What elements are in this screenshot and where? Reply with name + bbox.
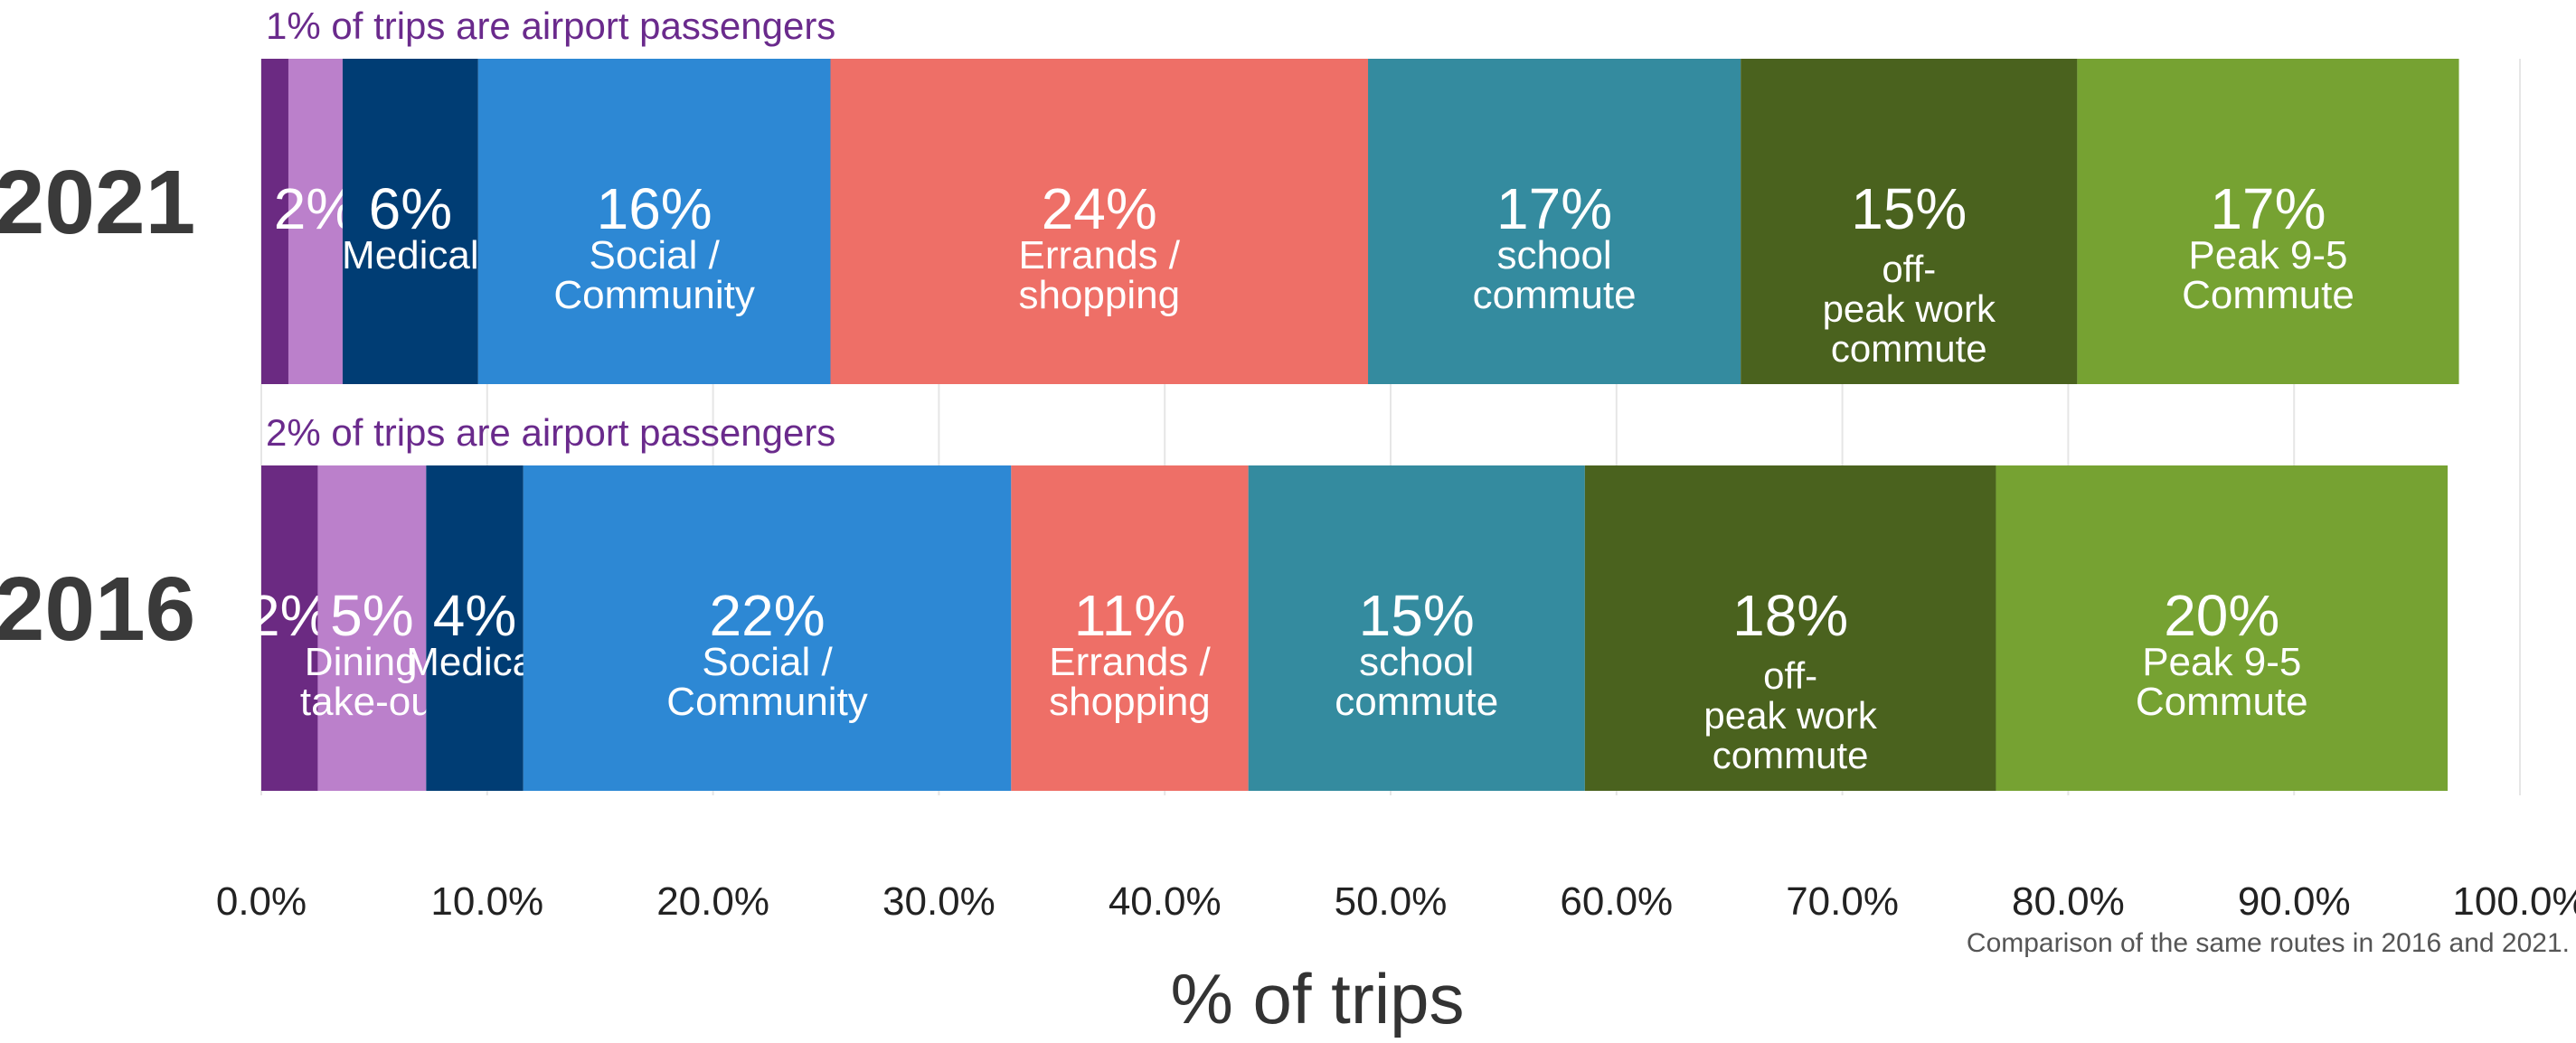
bar-segment: 24%Errands / shopping <box>830 59 1369 384</box>
row-label: 2016 <box>0 559 195 660</box>
bar-segment: 6%Medical <box>342 59 479 384</box>
bar-2016: 2016 2% of trips are airport passengers 2%… <box>0 411 2449 791</box>
segment-category-label: Medical <box>342 233 479 277</box>
bar-2021: 2021 1% of trips are airport passengers 2%… <box>0 5 2459 384</box>
segment-percent-label: 2% <box>248 583 332 648</box>
segment-category-label: Errands / shopping <box>1018 233 1180 317</box>
segment-category-label: Dining / take-out <box>300 640 444 724</box>
segment-percent-label: 15% <box>1359 583 1475 648</box>
x-tick-label: 30.0% <box>882 879 995 924</box>
x-tick-label: 80.0% <box>2012 879 2125 924</box>
segment-percent-label: 22% <box>710 583 826 648</box>
segment-percent-label: 11% <box>1074 583 1185 648</box>
row-label: 2021 <box>0 152 195 253</box>
segment-category-label: Medical <box>406 640 543 684</box>
segment-rect <box>261 465 318 791</box>
segment-percent-label: 5% <box>330 583 414 648</box>
segment-percent-label: 24% <box>1042 176 1157 241</box>
bar-segment: 17%school commute <box>1368 59 1741 384</box>
x-tick-label: 0.0% <box>216 879 307 924</box>
bar-segment: 11%Errands / shopping <box>1011 465 1249 791</box>
airport-note: 1% of trips are airport passengers <box>266 5 835 47</box>
x-tick-label: 20.0% <box>656 879 769 924</box>
x-tick-label: 50.0% <box>1335 879 1448 924</box>
bar-segment: 16%Social / Community <box>477 59 831 384</box>
segment-rect <box>1368 59 1741 384</box>
segment-rect <box>1996 465 2449 791</box>
segment-category-label: Social / Community <box>666 640 868 724</box>
segment-rect <box>830 59 1369 384</box>
segment-rect <box>2077 59 2459 384</box>
x-tick-label: 40.0% <box>1109 879 1222 924</box>
segment-category-label: off-peak work commute <box>1703 654 1877 776</box>
x-tick-label: 70.0% <box>1786 879 1899 924</box>
bar-segment: 18%off-peak work commute <box>1584 465 1996 791</box>
bar-segment <box>261 59 288 384</box>
bar-segment: 20%Peak 9-5 Commute <box>1996 465 2449 791</box>
segment-category-label: school commute <box>1473 233 1637 317</box>
segment-rect <box>523 465 1012 791</box>
x-axis-title: % of trips <box>1170 959 1464 1038</box>
bar-segment: 22%Social / Community <box>523 465 1012 791</box>
bar-segment: 2% <box>248 465 332 791</box>
bars: 2021 1% of trips are airport passengers 2%… <box>0 5 2459 791</box>
segment-rect <box>261 59 288 384</box>
bar-segment: 17%Peak 9-5 Commute <box>2077 59 2459 384</box>
segment-rect <box>477 59 831 384</box>
segment-category-label: Errands / shopping <box>1049 640 1211 724</box>
segment-percent-label: 20% <box>2164 583 2279 648</box>
segment-rect <box>1741 59 2078 384</box>
segment-percent-label: 4% <box>433 583 517 648</box>
segment-category-label: school commute <box>1335 640 1498 724</box>
bar-segment: 15%school commute <box>1248 465 1585 791</box>
segment-percent-label: 17% <box>1496 176 1612 241</box>
x-tick-label: 60.0% <box>1560 879 1673 924</box>
segment-rect <box>317 465 427 791</box>
segment-rect <box>1248 465 1585 791</box>
x-tick-label: 10.0% <box>430 879 543 924</box>
airport-note: 2% of trips are airport passengers <box>266 411 835 454</box>
segment-category-label: off-peak work commute <box>1823 248 1996 370</box>
segment-percent-label: 18% <box>1732 583 1848 648</box>
x-tick-label: 90.0% <box>2238 879 2351 924</box>
segment-percent-label: 17% <box>2210 176 2326 241</box>
segment-rect <box>288 59 343 384</box>
bar-segment: 2% <box>274 59 357 384</box>
segment-category-label: Peak 9-5 Commute <box>2182 233 2354 317</box>
bar-segment: 15% off-peak work commute <box>1741 59 2078 384</box>
segment-percent-label: 16% <box>597 176 712 241</box>
segment-percent-label: 6% <box>369 176 453 241</box>
segment-category-label: Peak 9-5 Commute <box>2136 640 2308 724</box>
segment-rect <box>1011 465 1249 791</box>
segment-rect <box>1584 465 1996 791</box>
x-tick-label: 100.0% <box>2452 879 2576 924</box>
segment-rect <box>426 465 524 791</box>
chart-caption: Comparison of the same routes in 2016 an… <box>1967 928 2570 958</box>
segment-category-label: Social / Community <box>553 233 755 317</box>
x-axis: 0.0% 10.0% 20.0% 30.0% 40.0% 50.0% 60.0% 70.0% 8… <box>216 879 2576 924</box>
bar-segment: 5%Dining / take-out <box>300 465 444 791</box>
segment-rect <box>342 59 478 384</box>
bar-segment: 4%Medical <box>406 465 543 791</box>
segment-percent-label: 15% <box>1851 176 1967 241</box>
